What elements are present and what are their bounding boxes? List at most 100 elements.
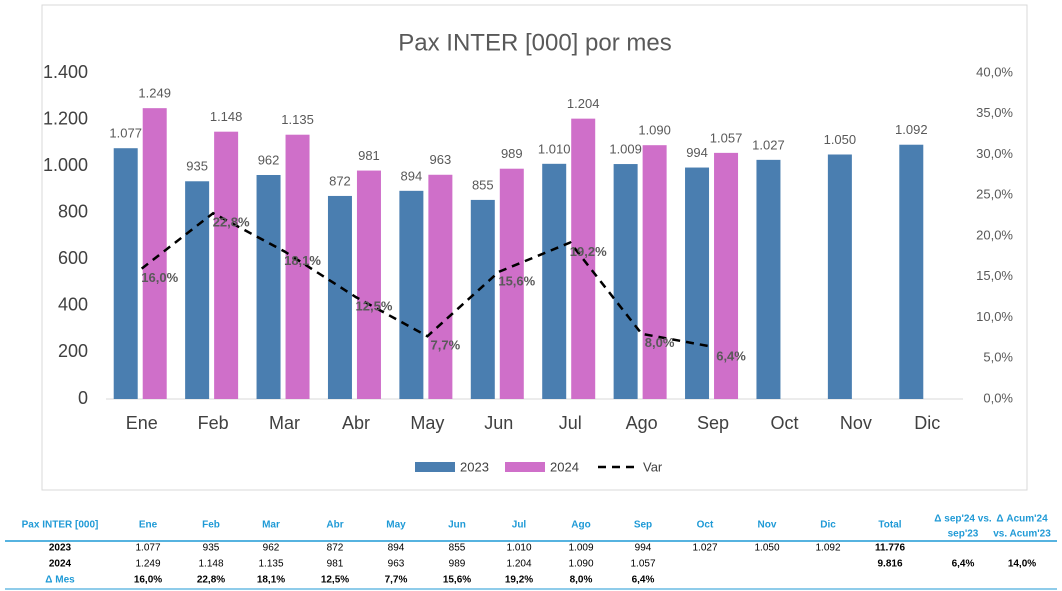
bar-value-label: 1.204 bbox=[567, 96, 600, 111]
table-cell: Δ Mes bbox=[45, 575, 75, 586]
bar-value-label: 1.077 bbox=[109, 126, 142, 141]
table-cell: 1.249 bbox=[135, 559, 160, 570]
bar bbox=[428, 174, 453, 399]
x-tick-label: Abr bbox=[342, 413, 370, 433]
line-value-label: 16,0% bbox=[141, 270, 178, 285]
line-value-label: 22,8% bbox=[213, 215, 250, 230]
bar bbox=[327, 195, 352, 399]
table-header: Dic bbox=[820, 520, 836, 531]
bar-value-label: 1.249 bbox=[138, 86, 171, 101]
table-cell: 872 bbox=[327, 543, 344, 554]
x-tick-label: May bbox=[410, 413, 444, 433]
table-cell: 14,0% bbox=[1008, 559, 1036, 570]
bar bbox=[256, 174, 281, 399]
table-cell: 1.135 bbox=[258, 559, 283, 570]
y-tick-label: 1.200 bbox=[43, 108, 88, 128]
table-cell: 8,0% bbox=[570, 575, 593, 586]
x-tick-label: Jun bbox=[484, 413, 513, 433]
bar-value-label: 1.092 bbox=[895, 122, 928, 137]
legend-label: Var bbox=[643, 459, 663, 474]
table-header: sep'23 bbox=[948, 529, 979, 540]
table-header: Jul bbox=[512, 520, 527, 531]
x-tick-label: Nov bbox=[840, 413, 872, 433]
legend-swatch bbox=[505, 462, 545, 472]
table-header: Oct bbox=[697, 520, 714, 531]
table-cell: 989 bbox=[449, 559, 466, 570]
line-value-label: 19,2% bbox=[570, 244, 607, 259]
table-cell: 16,0% bbox=[134, 575, 162, 586]
table-header: Ago bbox=[571, 520, 590, 531]
bar bbox=[642, 145, 667, 399]
table-cell: 19,2% bbox=[505, 575, 533, 586]
bar bbox=[214, 131, 239, 399]
table-cell: 1.092 bbox=[815, 543, 840, 554]
line-value-label: 8,0% bbox=[645, 335, 675, 350]
y2-tick-label: 20,0% bbox=[976, 227, 1013, 242]
bar-value-label: 1.135 bbox=[281, 112, 314, 127]
y2-tick-label: 15,0% bbox=[976, 268, 1013, 283]
table-cell: 15,6% bbox=[443, 575, 471, 586]
bar-value-label: 872 bbox=[329, 173, 351, 188]
table-cell: 1.057 bbox=[630, 559, 655, 570]
bar-value-label: 1.057 bbox=[710, 130, 743, 145]
x-tick-label: Jul bbox=[559, 413, 582, 433]
bar bbox=[756, 159, 781, 399]
bar-value-label: 962 bbox=[258, 152, 280, 167]
table-cell: 11.776 bbox=[875, 543, 905, 554]
bar bbox=[470, 199, 495, 399]
legend-label: 2023 bbox=[460, 459, 489, 474]
table-header: Δ Acum'24 bbox=[996, 514, 1048, 525]
table-header: Nov bbox=[758, 520, 777, 531]
table-cell: 1.010 bbox=[506, 543, 531, 554]
bar-value-label: 1.148 bbox=[210, 109, 243, 124]
table-header: Δ sep'24 vs. bbox=[934, 514, 992, 525]
line-value-label: 18,1% bbox=[284, 253, 321, 268]
bar-value-label: 981 bbox=[358, 148, 380, 163]
table-cell: 9.816 bbox=[877, 559, 902, 570]
bar-value-label: 1.009 bbox=[609, 141, 642, 156]
bar bbox=[899, 144, 924, 399]
bar-value-label: 935 bbox=[186, 159, 208, 174]
line-value-label: 15,6% bbox=[498, 273, 535, 288]
bar bbox=[142, 108, 167, 399]
table-cell: 855 bbox=[449, 543, 466, 554]
bar-value-label: 989 bbox=[501, 146, 523, 161]
table-header: Mar bbox=[262, 520, 280, 531]
bar bbox=[613, 164, 638, 399]
line-series bbox=[140, 211, 714, 349]
y-tick-label: 800 bbox=[58, 201, 88, 221]
y-tick-label: 400 bbox=[58, 295, 88, 315]
x-tick-label: Ago bbox=[626, 413, 658, 433]
table-header: Ene bbox=[139, 520, 158, 531]
table-cell: 981 bbox=[327, 559, 344, 570]
bar bbox=[571, 118, 596, 399]
table-cell: 1.077 bbox=[135, 543, 160, 554]
table-cell: 894 bbox=[388, 543, 405, 554]
y2-tick-label: 0,0% bbox=[983, 390, 1013, 405]
table-cell: 1.148 bbox=[198, 559, 223, 570]
table-cell: 12,5% bbox=[321, 575, 349, 586]
table-cell: 1.090 bbox=[568, 559, 593, 570]
y2-tick-label: 35,0% bbox=[976, 105, 1013, 120]
bar-value-label: 1.050 bbox=[824, 132, 857, 147]
line-value-label: 7,7% bbox=[431, 338, 461, 353]
table-header: Jun bbox=[448, 520, 466, 531]
table-cell: 6,4% bbox=[952, 559, 975, 570]
line-value-label: 12,5% bbox=[356, 299, 393, 314]
line-value-label: 6,4% bbox=[716, 348, 746, 363]
x-tick-label: Dic bbox=[914, 413, 940, 433]
table-cell: 1.009 bbox=[568, 543, 593, 554]
x-tick-label: Feb bbox=[198, 413, 229, 433]
table-cell: 1.027 bbox=[692, 543, 717, 554]
bar-value-label: 1.027 bbox=[752, 137, 785, 152]
bar bbox=[714, 152, 739, 399]
y-tick-label: 1.000 bbox=[43, 155, 88, 175]
table-cell: 994 bbox=[635, 543, 652, 554]
bar-value-label: 894 bbox=[401, 168, 423, 183]
table-cell: 6,4% bbox=[632, 575, 655, 586]
table-header: Abr bbox=[326, 520, 343, 531]
table-header: Total bbox=[878, 520, 901, 531]
bar-value-label: 855 bbox=[472, 177, 494, 192]
